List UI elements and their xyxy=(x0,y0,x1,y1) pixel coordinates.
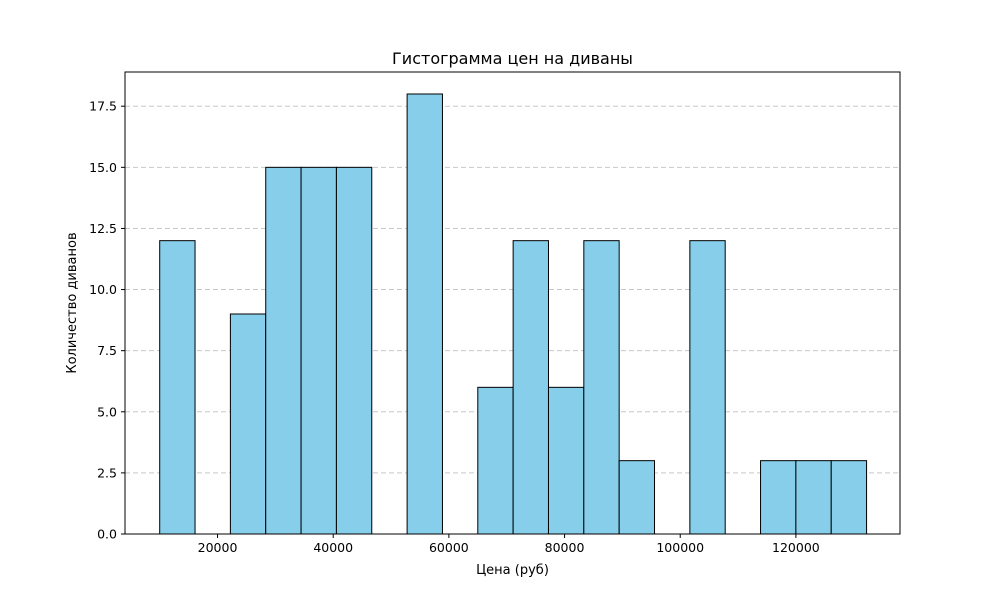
histogram-bar xyxy=(159,240,196,535)
histogram-bar xyxy=(583,240,620,535)
histogram-bar xyxy=(830,460,868,535)
chart-title: Гистограмма цен на диваны xyxy=(392,49,633,68)
x-tick-label: 60000 xyxy=(429,540,469,555)
histogram-bar xyxy=(300,166,337,535)
histogram-bar xyxy=(477,386,514,535)
histogram-bars xyxy=(159,93,868,535)
y-tick-label: 15.0 xyxy=(89,160,117,175)
x-tick-label: 40000 xyxy=(313,540,353,555)
x-tick-label: 80000 xyxy=(545,540,585,555)
y-tick-label: 2.5 xyxy=(97,465,117,480)
histogram-bar xyxy=(795,460,832,535)
x-axis-ticks: 20000 40000 60000 80000 100000 120000 xyxy=(198,534,820,555)
histogram-bar xyxy=(689,240,726,535)
y-tick-label: 10.0 xyxy=(89,282,117,297)
y-tick-label: 17.5 xyxy=(89,99,117,114)
histogram-bar xyxy=(335,166,373,535)
histogram-bar xyxy=(229,313,267,535)
histogram-bar xyxy=(760,460,797,535)
y-tick-label: 0.0 xyxy=(97,527,117,542)
histogram-bar xyxy=(406,93,443,535)
histogram-bar xyxy=(547,386,585,535)
x-tick-label: 120000 xyxy=(772,540,820,555)
y-tick-label: 12.5 xyxy=(89,221,117,236)
y-tick-label: 7.5 xyxy=(97,343,117,358)
y-axis-ticks: 0.0 2.5 5.0 7.5 10.0 12.5 15.0 17.5 xyxy=(89,99,125,542)
y-axis-label: Количество диванов xyxy=(65,232,80,373)
y-tick-label: 5.0 xyxy=(97,404,117,419)
histogram-bar xyxy=(618,460,656,535)
x-tick-label: 100000 xyxy=(656,540,704,555)
plot-area-frame xyxy=(124,71,901,535)
x-axis-label: Цена (руб) xyxy=(476,563,549,578)
histogram-bar xyxy=(512,240,549,535)
histogram-bar xyxy=(265,166,302,535)
x-tick-label: 20000 xyxy=(198,540,238,555)
